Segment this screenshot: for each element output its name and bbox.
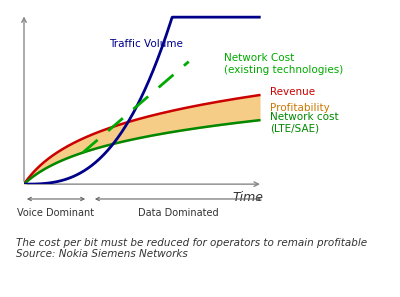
Text: Traffic Volume: Traffic Volume xyxy=(110,39,183,48)
Text: The cost per bit must be reduced for operators to remain profitable
Source: Noki: The cost per bit must be reduced for ope… xyxy=(16,238,367,259)
Text: Data Dominated: Data Dominated xyxy=(138,208,218,218)
Text: Voice Dominant: Voice Dominant xyxy=(18,208,94,218)
Text: Time: Time xyxy=(232,191,263,204)
Text: Network cost
(LTE/SAE): Network cost (LTE/SAE) xyxy=(270,112,339,134)
Text: Revenue: Revenue xyxy=(270,87,315,97)
Text: Network Cost
(existing technologies): Network Cost (existing technologies) xyxy=(224,53,343,75)
Text: Profitability: Profitability xyxy=(270,103,330,113)
